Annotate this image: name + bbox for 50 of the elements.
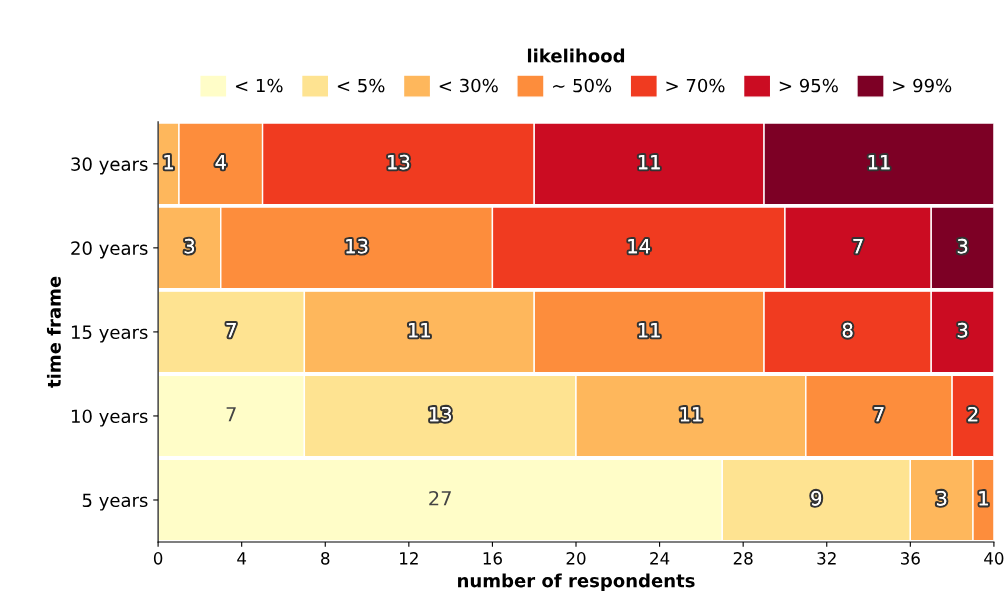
data-label: 2 — [968, 406, 978, 422]
data-label: 27 — [429, 490, 451, 506]
data-label: 3 — [957, 322, 968, 338]
data-label: 3 — [184, 238, 195, 254]
data-label: 3 — [936, 490, 947, 506]
data-label: 14 — [628, 239, 650, 254]
legend-label: < 30% — [439, 78, 498, 93]
y-axis-title: time frame — [46, 276, 61, 388]
x-tick-label: 8 — [321, 552, 330, 565]
y-tick-label: 30 years — [71, 157, 148, 175]
x-tick-label: 16 — [483, 552, 502, 565]
data-label: 11 — [638, 155, 660, 170]
data-label: 13 — [388, 154, 410, 170]
x-tick-label: 20 — [566, 552, 586, 565]
data-label: 3 — [957, 238, 968, 254]
x-tick-label: 24 — [650, 552, 670, 565]
x-tick-label: 28 — [733, 552, 753, 565]
y-tick-label: 20 years — [71, 241, 148, 259]
legend-label: > 70% — [666, 78, 725, 93]
x-axis-title: number of respondents — [458, 573, 695, 591]
data-label: 11 — [638, 323, 660, 338]
x-tick-label: 4 — [237, 552, 247, 565]
data-label: 11 — [868, 155, 890, 170]
data-label: 8 — [842, 322, 853, 338]
y-tick-label: 15 years — [71, 325, 148, 343]
data-label: 1 — [164, 155, 173, 170]
legend-title: likelihood — [527, 48, 625, 63]
y-tick-label: 5 years — [82, 493, 148, 511]
legend-label: > 95% — [779, 78, 838, 93]
data-label: 7 — [226, 323, 236, 338]
data-label: 7 — [226, 407, 236, 422]
data-label: 4 — [215, 155, 226, 170]
data-label: 7 — [874, 407, 884, 422]
data-label: 13 — [346, 238, 368, 254]
data-label: 7 — [853, 239, 863, 254]
data-label: 11 — [680, 407, 702, 422]
legend-label: < 1% — [235, 78, 283, 93]
legend-label: > 99% — [893, 78, 952, 93]
x-tick-label: 36 — [900, 552, 920, 565]
x-tick-label: 40 — [984, 552, 1004, 565]
x-tick-label: 12 — [400, 552, 418, 565]
legend-label: ~ 50% — [553, 78, 612, 93]
y-tick-label: 10 years — [71, 409, 148, 427]
data-label: 11 — [409, 323, 430, 338]
data-label: 1 — [979, 491, 988, 506]
legend-label: < 5% — [337, 78, 385, 93]
x-tick-label: 0 — [153, 552, 163, 565]
data-label: 9 — [811, 490, 822, 506]
data-label: 13 — [429, 406, 451, 422]
x-tick-label: 32 — [817, 552, 836, 565]
